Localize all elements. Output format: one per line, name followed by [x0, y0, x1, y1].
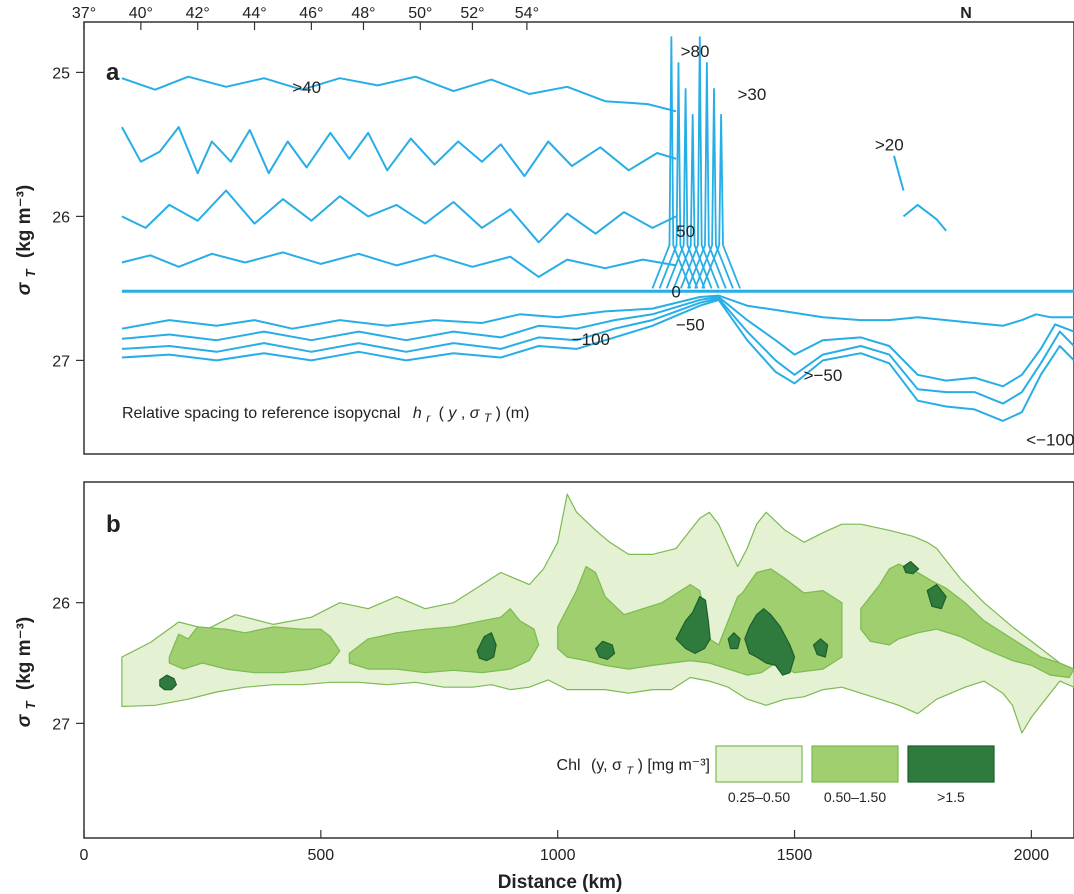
legend-swatch	[811, 745, 899, 783]
chlorophyll-area	[812, 638, 829, 658]
panel-a-note-h: h	[413, 405, 422, 422]
svg-text:σ T (kg m⁻³): σ T (kg m⁻³)	[14, 617, 40, 727]
line-annotation: >40	[292, 78, 321, 97]
y-tick-label: 27	[52, 716, 70, 733]
legend-title-sub: T	[626, 765, 634, 777]
top-tick-label: 44°	[242, 5, 266, 22]
chlorophyll-area	[744, 608, 796, 676]
chlorophyll-area	[727, 632, 741, 650]
panel-a-note-T: T	[484, 411, 493, 425]
isopycnal-line	[121, 126, 677, 178]
isopycnal-line	[121, 294, 1074, 330]
x-tick-label: 0	[80, 847, 89, 864]
top-tick-label: 54°	[515, 5, 539, 22]
isopycnal-line	[121, 296, 1074, 388]
legend: Chl (y, σ T ) [mg m⁻³] 0.25–0.50 0.50–1.5…	[557, 745, 995, 805]
panel-b-ylabel-symbol: σ	[14, 713, 35, 727]
panel-a-note-units: (m)	[505, 405, 529, 422]
north-marker: N	[960, 5, 972, 22]
panel-b-y-axis: 26 27	[52, 596, 84, 733]
panel-b-ylabel: σ T (kg m⁻³)	[14, 617, 40, 727]
isopycnal-line	[121, 298, 1074, 422]
isopycnal-line	[121, 251, 677, 278]
top-tick-label: 42°	[186, 5, 210, 22]
top-tick-label: 50°	[408, 5, 432, 22]
y-tick-label: 25	[52, 65, 70, 82]
legend-swatch	[907, 745, 995, 783]
line-annotation: <−100	[1026, 431, 1074, 450]
panel-a-isopycnal-lines	[121, 36, 1074, 422]
top-tick-label: 37°	[72, 5, 96, 22]
x-axis-title: Distance (km)	[498, 872, 623, 893]
panel-a-frame	[83, 21, 1074, 455]
panel-a-label: a	[106, 59, 120, 86]
panel-a-top-axis: 37° 40° 42° 44° 46° 48° 50° 52° 54°	[72, 5, 539, 30]
line-annotation: >20	[875, 135, 904, 154]
legend-title-units: ) [mg m⁻³]	[638, 757, 710, 774]
panel-b-label: b	[106, 511, 121, 538]
panel-a-note: Relative spacing to reference isopycnal …	[122, 405, 529, 426]
line-annotation: −100	[572, 330, 610, 349]
chlorophyll-area	[902, 561, 920, 575]
panel-a-note-text: Relative spacing to reference isopycnal	[122, 405, 400, 422]
line-annotation: >80	[681, 42, 710, 61]
y-tick-label: 26	[52, 209, 70, 226]
isopycnal-line	[902, 203, 947, 232]
x-tick-label: 1000	[540, 847, 576, 864]
legend-title-args: (y, σ	[591, 757, 622, 774]
isopycnal-line	[121, 189, 677, 244]
y-tick-label: 27	[52, 353, 70, 370]
isopycnal-spike	[694, 88, 734, 289]
panel-a-note-r: r	[426, 411, 431, 425]
isopycnal-line	[121, 75, 677, 113]
top-tick-label: 48°	[351, 5, 375, 22]
panel-a-y-axis: 25 26 27	[52, 65, 84, 370]
top-tick-label: 52°	[460, 5, 484, 22]
legend-swatch	[715, 745, 803, 783]
line-annotation: >−50	[804, 366, 843, 385]
panel-b-chlorophyll-areas	[121, 493, 1074, 734]
panel-a-ylabel-sub: T	[23, 268, 38, 277]
isopycnal-spike	[701, 114, 741, 289]
line-annotation: −50	[676, 315, 705, 334]
panel-a-ylabel-symbol: σ	[14, 281, 35, 295]
legend-label: >1.5	[937, 789, 965, 805]
panel-a-annotations: >80 >40 >30 >20 50 0 −50 −100 >−50 <−100	[292, 42, 1074, 450]
top-tick-label: 40°	[129, 5, 153, 22]
x-tick-label: 2000	[1014, 847, 1050, 864]
panel-b-ylabel-sub: T	[23, 700, 38, 709]
panel-b-ylabel-units: (kg m⁻³)	[14, 617, 35, 690]
isopycnal-line	[121, 297, 1074, 405]
x-tick-label: 1500	[777, 847, 813, 864]
chlorophyll-area	[159, 674, 177, 691]
panel-b-x-axis: 0 500 1000 1500 2000	[80, 830, 1050, 864]
legend-title: Chl (y, σ T ) [mg m⁻³]	[557, 757, 710, 778]
legend-title-chl: Chl	[557, 757, 581, 774]
panel-a-note-sigma: σ	[470, 405, 481, 422]
chlorophyll-area	[168, 626, 341, 674]
legend-label: 0.50–1.50	[824, 789, 886, 805]
isopycnal-line	[893, 155, 905, 191]
x-tick-label: 500	[307, 847, 334, 864]
panel-a-note-y: y	[447, 405, 457, 422]
line-annotation: >30	[737, 85, 766, 104]
chlorophyll-area	[595, 640, 616, 660]
chlorophyll-area	[926, 584, 947, 610]
y-tick-label: 26	[52, 596, 70, 613]
line-annotation: 0	[671, 282, 680, 301]
legend-items: 0.25–0.50 0.50–1.50 >1.5	[715, 745, 995, 805]
legend-label: 0.25–0.50	[728, 789, 790, 805]
top-tick-label: 46°	[299, 5, 323, 22]
panel-a-ylabel-units: (kg m⁻³)	[14, 185, 35, 258]
chlorophyll-area	[675, 596, 711, 654]
svg-text:σ T (kg m⁻³): σ T (kg m⁻³)	[14, 185, 40, 295]
chlorophyll-area	[476, 632, 497, 662]
line-annotation: 50	[676, 222, 695, 241]
chlorophyll-area	[860, 563, 1074, 679]
panel-a-ylabel: σ T (kg m⁻³)	[14, 185, 40, 295]
